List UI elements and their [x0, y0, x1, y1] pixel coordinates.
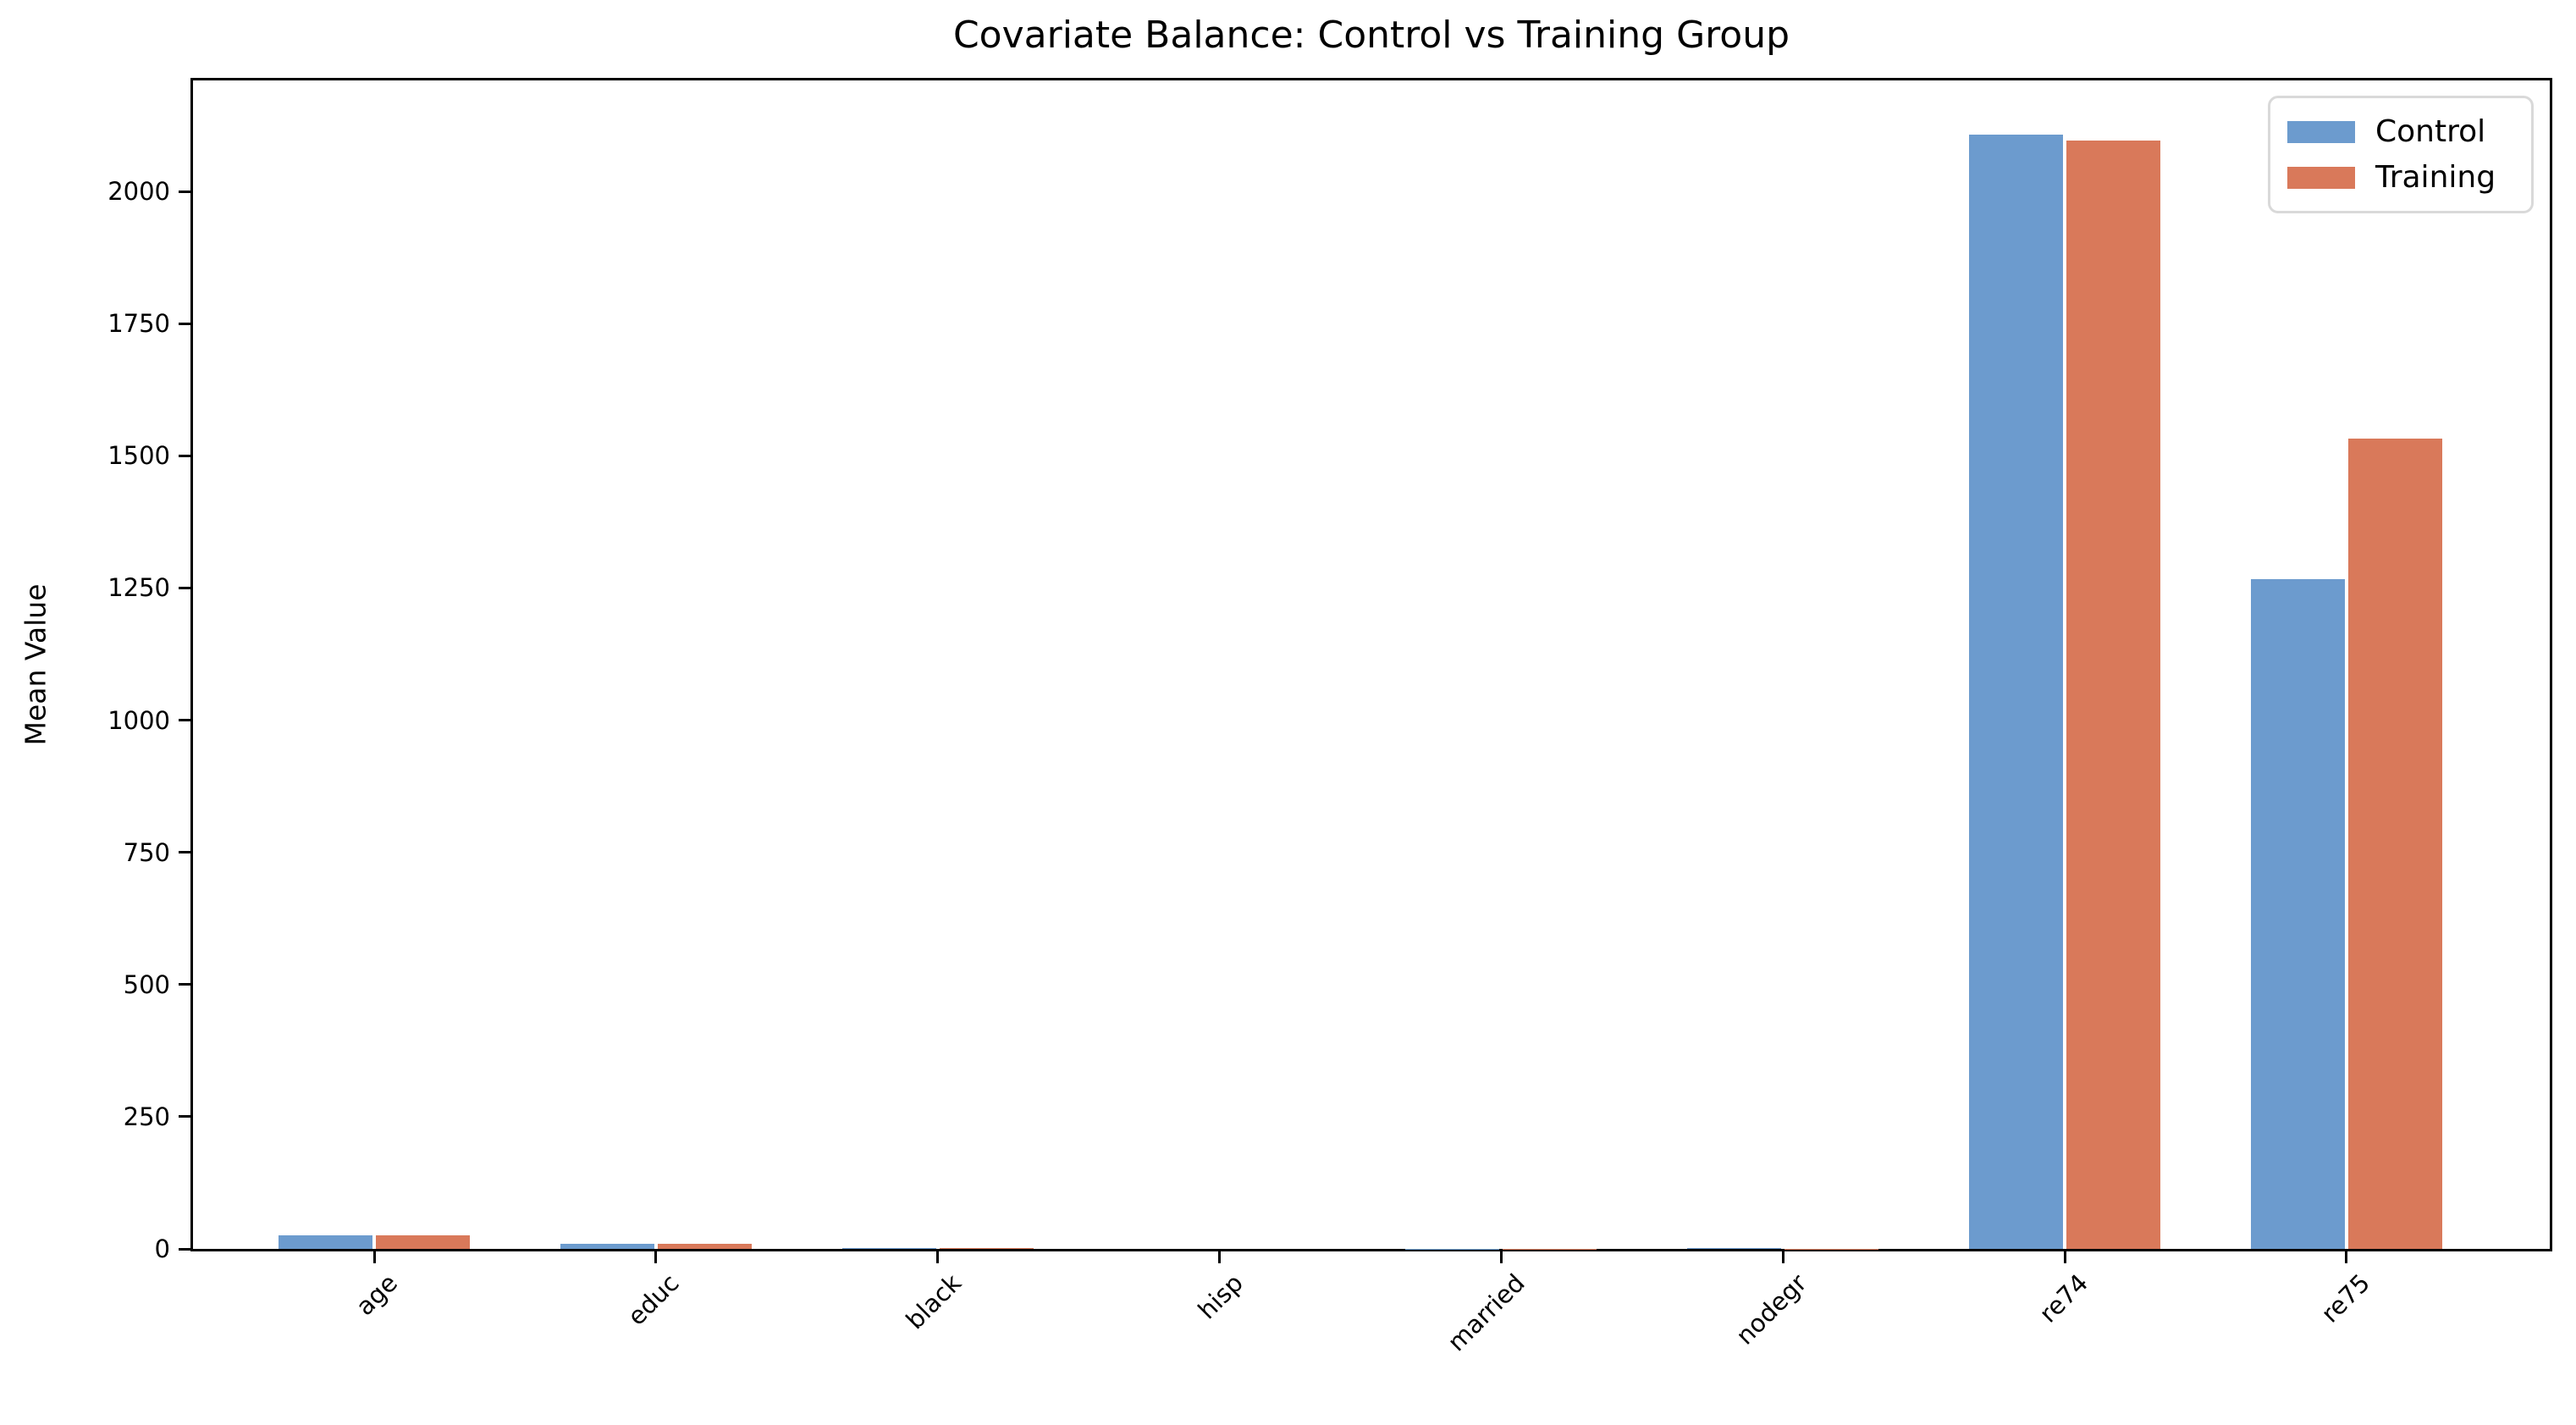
y-tick-label-1250: 1250 [108, 573, 170, 603]
legend: Control Training [2268, 96, 2534, 213]
y-tick-label-1000: 1000 [108, 705, 170, 735]
y-tick-mark-750 [179, 851, 190, 854]
x-tick-label-married: married [1442, 1268, 1531, 1357]
x-tick-mark-re75 [2345, 1251, 2348, 1263]
x-tick-label-nodegr: nodegr [1729, 1268, 1812, 1350]
y-tick-mark-500 [179, 983, 190, 986]
legend-swatch-control [2287, 120, 2355, 143]
x-tick-mark-educ [654, 1251, 658, 1263]
y-axis-label: Mean Value [19, 583, 52, 746]
x-tick-mark-hisp [1218, 1251, 1222, 1263]
bar-control-re75 [2250, 578, 2345, 1249]
bar-training-black [939, 1248, 1034, 1249]
bar-control-nodegr [1687, 1248, 1782, 1249]
legend-label-control: Control [2375, 113, 2486, 149]
x-tick-mark-re74 [2063, 1251, 2066, 1263]
y-tick-label-1750: 1750 [108, 309, 170, 339]
bar-training-educ [657, 1243, 752, 1249]
chart-title: Covariate Balance: Control vs Training G… [952, 14, 1790, 57]
legend-label-training: Training [2375, 159, 2496, 195]
bar-training-re75 [2347, 439, 2442, 1249]
x-tick-label-age: age [350, 1268, 404, 1322]
bar-training-age [376, 1234, 470, 1249]
x-tick-mark-age [372, 1251, 376, 1263]
legend-swatch-training [2287, 166, 2355, 189]
bar-control-black [841, 1248, 936, 1249]
x-tick-label-hisp: hisp [1192, 1268, 1249, 1325]
y-tick-label-0: 0 [154, 1234, 170, 1263]
bar-control-age [279, 1235, 372, 1249]
y-tick-mark-1500 [179, 454, 190, 457]
y-tick-label-500: 500 [123, 969, 170, 999]
x-tick-label-black: black [900, 1268, 967, 1335]
y-tick-mark-250 [179, 1115, 190, 1118]
y-tick-label-250: 250 [123, 1102, 170, 1131]
y-tick-mark-0 [179, 1247, 190, 1251]
x-tick-mark-nodegr [1781, 1251, 1784, 1263]
y-tick-label-750: 750 [123, 837, 170, 867]
y-tick-mark-1000 [179, 719, 190, 722]
x-tick-mark-married [1499, 1251, 1503, 1263]
y-tick-mark-2000 [179, 190, 190, 193]
legend-item-control: Control [2287, 113, 2531, 149]
x-tick-label-educ: educ [621, 1268, 685, 1331]
y-tick-mark-1750 [179, 322, 190, 325]
plot-area [190, 78, 2552, 1251]
y-tick-mark-1250 [179, 586, 190, 589]
x-tick-mark-black [936, 1251, 940, 1263]
x-tick-label-re75: re75 [2315, 1268, 2376, 1328]
bar-control-educ [560, 1243, 654, 1249]
bar-training-re74 [2066, 141, 2161, 1249]
y-tick-label-1500: 1500 [108, 441, 170, 471]
legend-item-training: Training [2287, 159, 2531, 195]
x-tick-label-re74: re74 [2033, 1268, 2094, 1328]
bar-control-re74 [1969, 135, 2064, 1249]
y-tick-label-2000: 2000 [108, 177, 170, 207]
